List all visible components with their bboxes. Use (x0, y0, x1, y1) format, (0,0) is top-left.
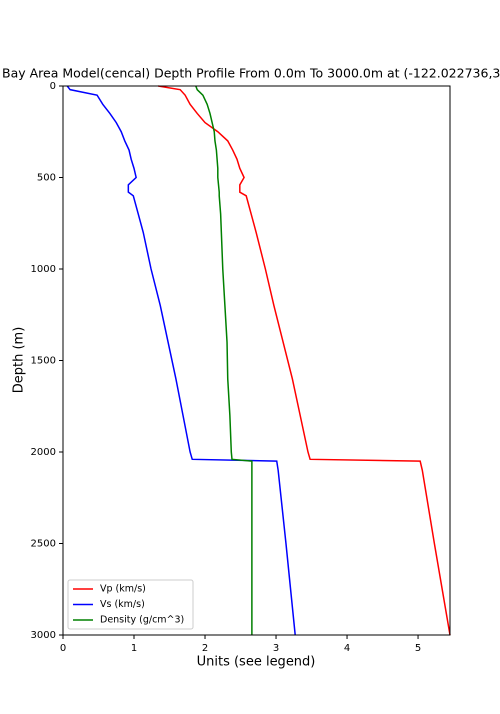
x-axis-label: Units (see legend) (197, 655, 316, 670)
y-tick-label: 0 (50, 81, 56, 92)
chart-title: Bay Area Model(cencal) Depth Profile Fro… (2, 66, 500, 81)
x-tick-label: 5 (415, 643, 421, 654)
x-tick-label: 3 (273, 643, 279, 654)
x-tick-label: 4 (344, 643, 350, 654)
legend-label: Density (g/cm^3) (100, 615, 184, 626)
x-tick-label: 2 (202, 643, 208, 654)
y-tick-label: 2500 (31, 539, 56, 550)
series-line (158, 85, 451, 636)
y-tick-label: 3000 (31, 630, 56, 641)
x-tick-label: 0 (60, 643, 66, 654)
y-tick-label: 1000 (31, 264, 56, 275)
legend-label: Vp (km/s) (100, 584, 146, 595)
y-tick-label: 500 (37, 173, 56, 184)
y-tick-label: 1500 (31, 356, 56, 367)
legend-label: Vs (km/s) (100, 599, 145, 610)
plot-frame (62, 85, 451, 636)
legend-box (67, 579, 194, 630)
y-axis-label: Depth (m) (12, 327, 27, 394)
series-line (66, 85, 296, 636)
series-line (195, 85, 253, 635)
x-tick-label: 1 (131, 643, 137, 654)
y-tick-label: 2000 (31, 447, 56, 458)
